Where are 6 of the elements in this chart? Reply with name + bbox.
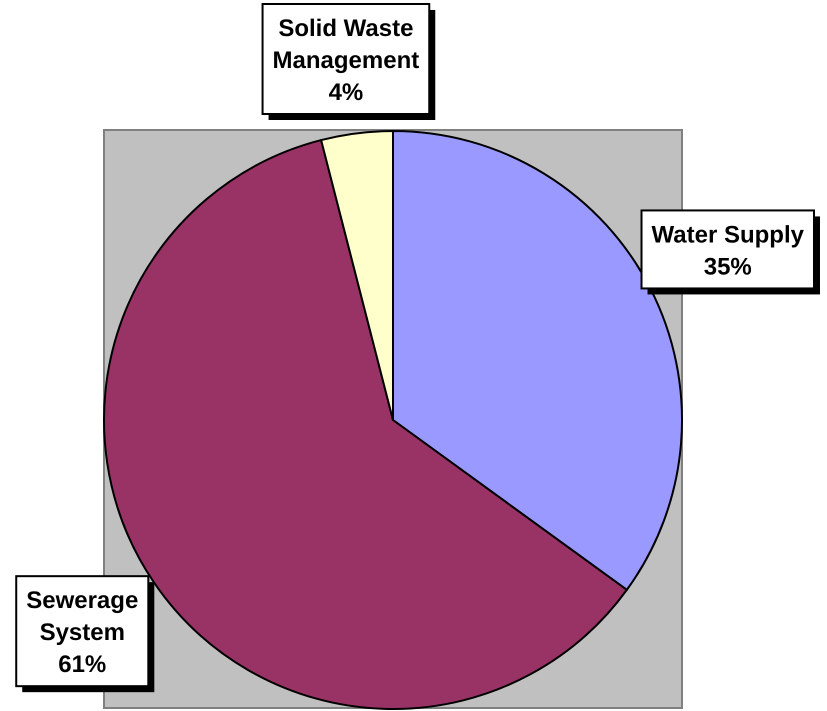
slice-label: Solid Waste Management — [272, 15, 420, 74]
slice-label: Water Supply — [652, 221, 805, 248]
data-label: 4% — [328, 79, 364, 106]
slice-label: Sewerage System — [26, 587, 138, 646]
data-label: 61% — [58, 651, 106, 678]
data-label: 35% — [704, 253, 752, 280]
